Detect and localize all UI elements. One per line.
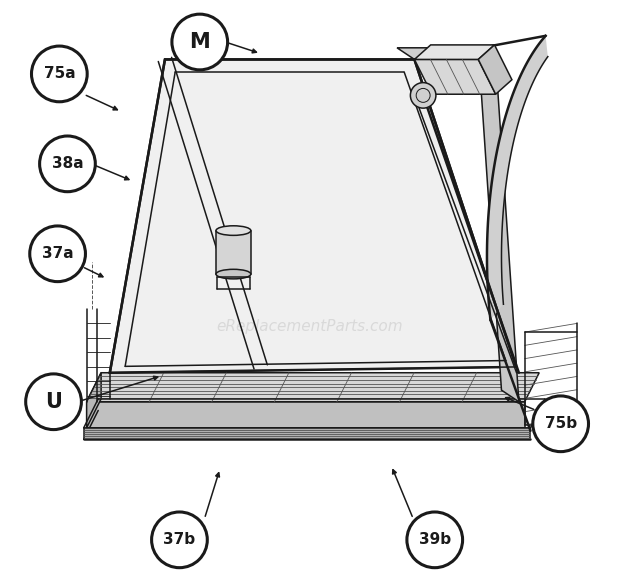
Ellipse shape xyxy=(216,226,251,236)
Polygon shape xyxy=(87,402,525,428)
Polygon shape xyxy=(478,45,512,94)
Circle shape xyxy=(152,512,207,568)
Polygon shape xyxy=(397,48,495,59)
Circle shape xyxy=(32,46,87,102)
Circle shape xyxy=(172,14,228,70)
Polygon shape xyxy=(110,59,516,373)
Circle shape xyxy=(40,136,95,192)
Polygon shape xyxy=(87,373,101,428)
Polygon shape xyxy=(84,428,531,440)
Polygon shape xyxy=(487,36,548,319)
Circle shape xyxy=(410,83,436,108)
Text: U: U xyxy=(45,392,62,412)
Circle shape xyxy=(407,512,463,568)
Polygon shape xyxy=(87,373,539,402)
Text: 75b: 75b xyxy=(544,416,577,431)
Text: 37b: 37b xyxy=(164,532,195,547)
Text: 38a: 38a xyxy=(51,156,83,171)
Circle shape xyxy=(533,396,588,452)
Text: 37a: 37a xyxy=(42,246,73,261)
Polygon shape xyxy=(216,231,251,274)
Ellipse shape xyxy=(216,269,251,279)
Polygon shape xyxy=(414,59,495,94)
Text: 39b: 39b xyxy=(418,532,451,547)
Circle shape xyxy=(30,226,86,282)
Text: 75a: 75a xyxy=(43,66,75,82)
Polygon shape xyxy=(478,48,519,402)
Polygon shape xyxy=(414,45,495,59)
Text: eReplacementParts.com: eReplacementParts.com xyxy=(216,319,404,334)
Text: M: M xyxy=(189,32,210,52)
Circle shape xyxy=(25,374,81,430)
